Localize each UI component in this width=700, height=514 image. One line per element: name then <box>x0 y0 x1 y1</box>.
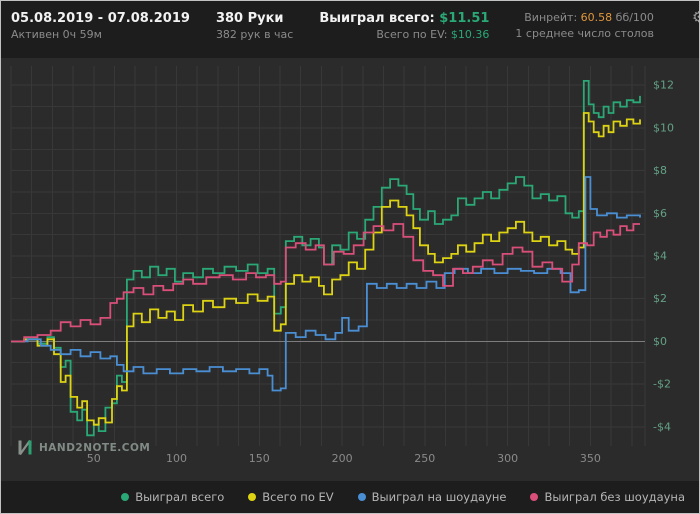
legend-item-won-total[interactable]: Выиграл всего <box>121 490 224 504</box>
svg-text:$4: $4 <box>653 250 667 263</box>
svg-text:$2: $2 <box>653 292 667 305</box>
svg-text:350: 350 <box>580 452 601 465</box>
svg-text:$12: $12 <box>653 79 674 92</box>
ev-total-label: Всего по EV: <box>376 28 448 41</box>
legend-label: Выиграл на шоудауне <box>371 490 507 504</box>
avg-tables: 1 среднее число столов <box>515 27 654 40</box>
svg-text:50: 50 <box>87 452 101 465</box>
date-range: 05.08.2019 - 07.08.2019 <box>11 11 190 26</box>
legend-dot-icon <box>248 493 257 501</box>
chart-legend: Выиграл всего Всего по EV Выиграл на шоу… <box>1 481 699 513</box>
svg-text:-$2: -$2 <box>653 378 671 391</box>
hands-count: 380 Руки <box>215 11 284 26</box>
date-range-group: 05.08.2019 - 07.08.2019 Активен 0ч 59м <box>11 10 190 43</box>
legend-item-non-showdown[interactable]: Выиграл без шоудауна <box>530 490 685 504</box>
svg-text:$10: $10 <box>653 121 674 134</box>
chart-area: 50 100 150 200 250 300 350 $12 $10 $8 $6 $4 $2 $0 -$2 -… <box>1 58 699 481</box>
legend-item-ev-total[interactable]: Всего по EV <box>248 490 334 504</box>
winrate-value: 60.58 <box>580 11 613 24</box>
winnings-chart: 50 100 150 200 250 300 350 $12 $10 $8 $6 $4 $2 $0 -$2 -… <box>10 66 674 465</box>
legend-label: Выиграл всего <box>135 490 225 504</box>
hands-group: 380 Руки 382 рук в час <box>216 10 293 43</box>
svg-text:300: 300 <box>497 452 518 465</box>
settings-gear-icon[interactable]: ⚙ <box>692 10 699 25</box>
winrate-units: бб/100 <box>615 11 654 24</box>
svg-text:$0: $0 <box>653 335 667 348</box>
hand2note-logo: HAND2NOTE.COM <box>17 439 150 456</box>
svg-text:$6: $6 <box>653 207 667 220</box>
legend-label: Выиграл без шоудауна <box>544 490 685 504</box>
legend-label: Всего по EV <box>262 490 334 504</box>
svg-text:150: 150 <box>249 452 270 465</box>
winrate-group: Винрейт: 60.58 бб/100 1 среднее число ст… <box>515 10 654 42</box>
won-total-value: $11.51 <box>439 11 490 26</box>
svg-text:200: 200 <box>332 452 353 465</box>
svg-text:-$4: -$4 <box>653 420 671 433</box>
svg-text:250: 250 <box>414 452 435 465</box>
winnings-group: Выиграл всего: $11.51 Всего по EV: $10.3… <box>319 10 489 43</box>
svg-text:100: 100 <box>166 452 187 465</box>
hand2note-logo-text: HAND2NOTE.COM <box>39 441 151 454</box>
hand2note-logo-icon <box>18 439 32 456</box>
legend-dot-icon <box>121 493 130 501</box>
won-total-label: Выиграл всего: <box>319 11 435 26</box>
svg-text:$8: $8 <box>653 164 667 177</box>
legend-dot-icon <box>357 493 366 501</box>
stats-header: 05.08.2019 - 07.08.2019 Активен 0ч 59м 3… <box>1 1 699 58</box>
legend-item-showdown[interactable]: Выиграл на шоудауне <box>357 490 507 504</box>
winrate-label: Винрейт: <box>524 11 578 24</box>
hands-per-hour: 382 рук в час <box>215 28 294 41</box>
ev-total-value: $10.36 <box>450 28 490 41</box>
legend-dot-icon <box>530 493 539 501</box>
active-time: Активен 0ч 59м <box>11 28 102 41</box>
